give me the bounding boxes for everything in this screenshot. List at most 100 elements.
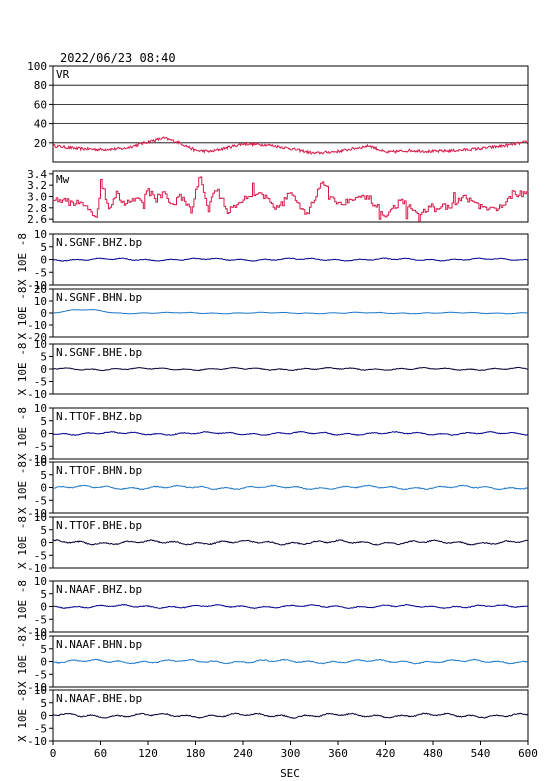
x-tick-label: 120 — [138, 747, 158, 760]
unit-label: X 10E -8 — [16, 580, 29, 633]
y-tick-label: 10 — [34, 575, 47, 588]
panels-group: 10080604020VR3.43.23.02.82.6Mw1050-5-10N… — [16, 60, 538, 760]
panel-frame — [52, 65, 529, 163]
panel-1: 100 80 60 40 20 VR — [27, 60, 529, 163]
y-tick-label: 100 — [27, 60, 47, 73]
y-tick-label: 20 — [34, 283, 47, 296]
unit-label: X 10E -8 — [16, 407, 29, 460]
y-tick-label: 0 — [40, 307, 47, 320]
y-tick-label: 0 — [40, 428, 47, 441]
unit-label: X 10E -8 — [16, 287, 29, 340]
waveform-trace — [52, 484, 529, 491]
panel-label: N.TTOF.BHZ.bp — [56, 410, 142, 423]
x-tick-label: 300 — [281, 747, 301, 760]
panel-label: N.TTOF.BHE.bp — [56, 519, 142, 532]
y-tick-label: -5 — [34, 376, 47, 389]
y-tick-label: -5 — [34, 549, 47, 562]
y-tick-label: 0 — [40, 482, 47, 495]
y-tick-label: -20 — [27, 331, 47, 344]
unit-label: X 10E -8 — [16, 635, 29, 688]
y-tick-label: 0 — [40, 710, 47, 723]
y-tick-label: 3.2 — [27, 179, 47, 192]
y-tick-label: -10 — [27, 279, 47, 292]
y-tick-label: 10 — [34, 630, 47, 643]
y-tick-label: 0 — [40, 537, 47, 550]
waveform-trace — [52, 430, 529, 436]
panel-label: N.SGNF.BHE.bp — [56, 346, 142, 359]
y-tick-label: 0 — [40, 363, 47, 376]
y-tick-label: 5 — [40, 643, 47, 656]
y-tick-label: 5 — [40, 588, 47, 601]
y-tick-label: -5 — [34, 668, 47, 681]
y-tick-label: -5 — [34, 266, 47, 279]
y-tick-label: -10 — [27, 453, 47, 466]
y-tick-label: -5 — [34, 440, 47, 453]
y-tick-label: -10 — [27, 388, 47, 401]
y-tick-label: 2.6 — [27, 213, 47, 226]
panel-label: N.SGNF.BHZ.bp — [56, 236, 142, 249]
y-tick-label: 10 — [34, 338, 47, 351]
y-tick-label: 20 — [34, 137, 47, 150]
x-tick-label: 180 — [186, 747, 206, 760]
x-tick-label: 480 — [423, 747, 443, 760]
y-tick-label: -5 — [34, 613, 47, 626]
y-tick-label: -10 — [27, 507, 47, 520]
y-tick-label: 10 — [34, 684, 47, 697]
figure-title: 2022/06/23 08:40 — [60, 51, 176, 65]
vr-series-line — [52, 136, 529, 155]
y-tick-label: 5 — [40, 469, 47, 482]
y-tick-label: -10 — [27, 626, 47, 639]
panel-label: N.TTOF.BHN.bp — [56, 464, 142, 477]
waveform-trace — [53, 308, 529, 315]
y-tick-label: 10 — [34, 295, 47, 308]
y-tick-label: 2.8 — [27, 202, 47, 215]
panel-label: VR — [56, 68, 70, 81]
y-tick-label: -10 — [27, 319, 47, 332]
x-tick-label: 240 — [233, 747, 253, 760]
x-tick-label: 60 — [94, 747, 107, 760]
y-tick-label: 0 — [40, 601, 47, 614]
unit-label: X 10E -8 — [16, 516, 29, 569]
panel-label: N.SGNF.BHN.bp — [56, 291, 142, 304]
waveform-trace — [52, 366, 528, 372]
x-tick-label: 0 — [50, 747, 57, 760]
y-tick-label: 10 — [34, 228, 47, 241]
y-tick-label: 80 — [34, 79, 47, 92]
y-tick-label: 10 — [34, 456, 47, 469]
y-tick-label: 5 — [40, 351, 47, 364]
panel-2: 3.43.23.02.82.6 Mw — [27, 168, 529, 226]
y-tick-label: 10 — [34, 511, 47, 524]
waveform-trace — [52, 257, 529, 262]
y-tick-label: 0 — [40, 254, 47, 267]
y-tick-label: 5 — [40, 697, 47, 710]
x-axis-label: SEC — [280, 767, 300, 780]
y-tick-label: 3.4 — [27, 168, 47, 181]
x-tick-label: 420 — [376, 747, 396, 760]
x-tick-label: 540 — [471, 747, 491, 760]
panel-label: N.NAAF.BHZ.bp — [56, 583, 142, 596]
y-tick-label: 3.0 — [27, 191, 47, 204]
mw-series-line — [53, 176, 529, 222]
y-tick-label: -10 — [27, 681, 47, 694]
y-tick-label: 10 — [34, 402, 47, 415]
y-tick-label: 5 — [40, 241, 47, 254]
panel-label: Mw — [56, 173, 70, 186]
y-tick-label: 60 — [34, 98, 47, 111]
y-tick-label: 5 — [40, 524, 47, 537]
x-tick-label: 600 — [518, 747, 538, 760]
waveform-trace — [52, 712, 529, 719]
y-tick-label: 0 — [40, 656, 47, 669]
panel-label: N.NAAF.BHE.bp — [56, 692, 142, 705]
waveform-trace — [52, 603, 529, 610]
y-tick-label: -5 — [34, 722, 47, 735]
panel-label: N.NAAF.BHN.bp — [56, 638, 142, 651]
panel-frame — [52, 170, 529, 223]
unit-label: X 10E -8 — [16, 343, 29, 396]
